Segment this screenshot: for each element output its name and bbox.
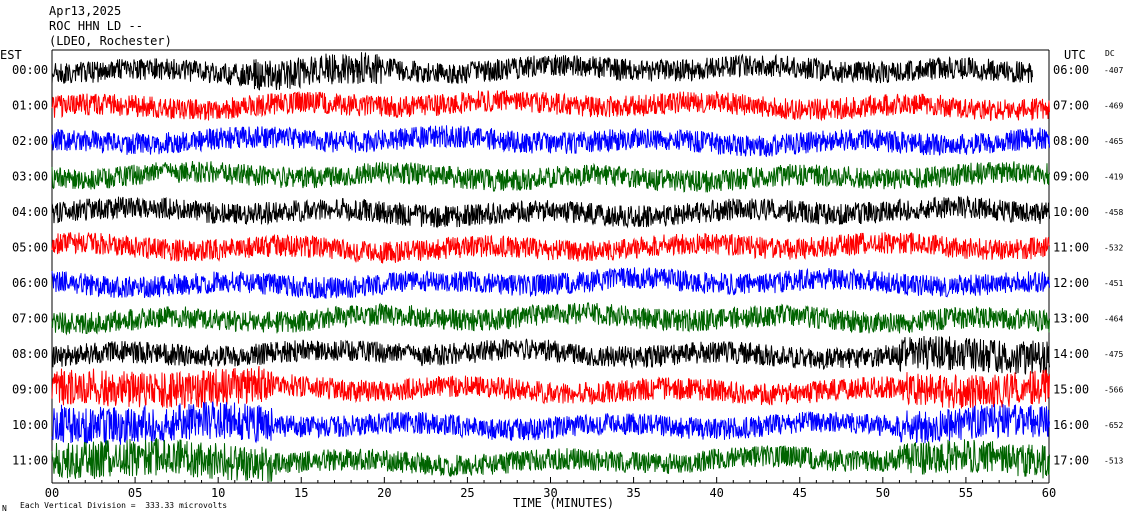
est-hour-label: 03:00 [12,170,48,184]
x-tick-label: 50 [876,486,890,500]
utc-hour-label: 08:00 [1053,134,1089,148]
seismic-trace [51,232,1050,264]
x-tick-label: 30 [543,486,557,500]
utc-hour-label: 11:00 [1053,241,1089,255]
est-hour-label: 01:00 [12,99,48,113]
dc-offset-value: -465 [1104,137,1123,146]
seismic-trace [51,125,1050,158]
x-tick-label: 20 [377,486,391,500]
dc-label: DC [1105,49,1115,58]
station-id: ROC HHN LD -- [49,19,143,33]
dc-offset-value: -419 [1104,173,1123,182]
seismic-trace [51,52,1033,91]
dc-offset-value: -475 [1104,350,1123,359]
est-hour-label: 06:00 [12,276,48,290]
utc-hour-label: 13:00 [1053,312,1089,326]
x-tick-label: 35 [626,486,640,500]
x-tick-label: 45 [793,486,807,500]
dc-offset-value: -652 [1104,421,1123,430]
utc-hour-label: 14:00 [1053,347,1089,361]
seismic-trace [51,365,1050,409]
utc-hour-label: 06:00 [1053,63,1089,77]
dc-offset-value: -458 [1104,208,1123,217]
seismic-trace [51,335,1050,375]
dc-offset-value: -451 [1104,279,1123,288]
seismic-trace [51,437,1050,482]
dc-offset-value: -532 [1104,244,1123,253]
seismic-trace [51,90,1050,122]
dc-offset-value: -566 [1104,386,1123,395]
seismic-trace [51,302,1050,336]
est-hour-label: 10:00 [12,418,48,432]
dc-offset-value: -407 [1104,66,1123,75]
x-tick-label: 00 [45,486,59,500]
left-timezone-label: EST [0,48,22,62]
utc-hour-label: 12:00 [1053,276,1089,290]
utc-hour-label: 09:00 [1053,170,1089,184]
dc-offset-value: -464 [1104,315,1123,324]
est-hour-label: 09:00 [12,383,48,397]
dc-offset-value: -469 [1104,102,1123,111]
seismic-trace [51,401,1050,445]
utc-hour-label: 10:00 [1053,205,1089,219]
corner-marker: N [2,504,7,513]
vertical-scale-note: Each Vertical Division = 333.33 microvol… [20,501,228,510]
seismic-trace [51,195,1050,229]
dc-offset-value: -513 [1104,457,1123,466]
x-tick-label: 10 [211,486,225,500]
est-hour-label: 07:00 [12,312,48,326]
x-tick-label: 55 [959,486,973,500]
seismic-trace [51,267,1050,300]
chart-date: Apr13,2025 [49,4,122,18]
network-name: (LDEO, Rochester) [49,34,172,48]
utc-hour-label: 17:00 [1053,454,1089,468]
x-tick-label: 05 [128,486,142,500]
est-hour-label: 11:00 [12,454,48,468]
seismic-trace [51,160,1050,193]
utc-hour-label: 16:00 [1053,418,1089,432]
est-hour-label: 05:00 [12,241,48,255]
est-hour-label: 00:00 [12,63,48,77]
utc-hour-label: 07:00 [1053,99,1089,113]
x-tick-label: 40 [709,486,723,500]
est-hour-label: 04:00 [12,205,48,219]
x-tick-label: 60 [1042,486,1056,500]
x-tick-label: 15 [294,486,308,500]
right-timezone-label: UTC [1064,48,1086,62]
est-hour-label: 02:00 [12,134,48,148]
est-hour-label: 08:00 [12,347,48,361]
x-tick-label: 25 [460,486,474,500]
utc-hour-label: 15:00 [1053,383,1089,397]
x-axis-title: TIME (MINUTES) [513,496,615,510]
